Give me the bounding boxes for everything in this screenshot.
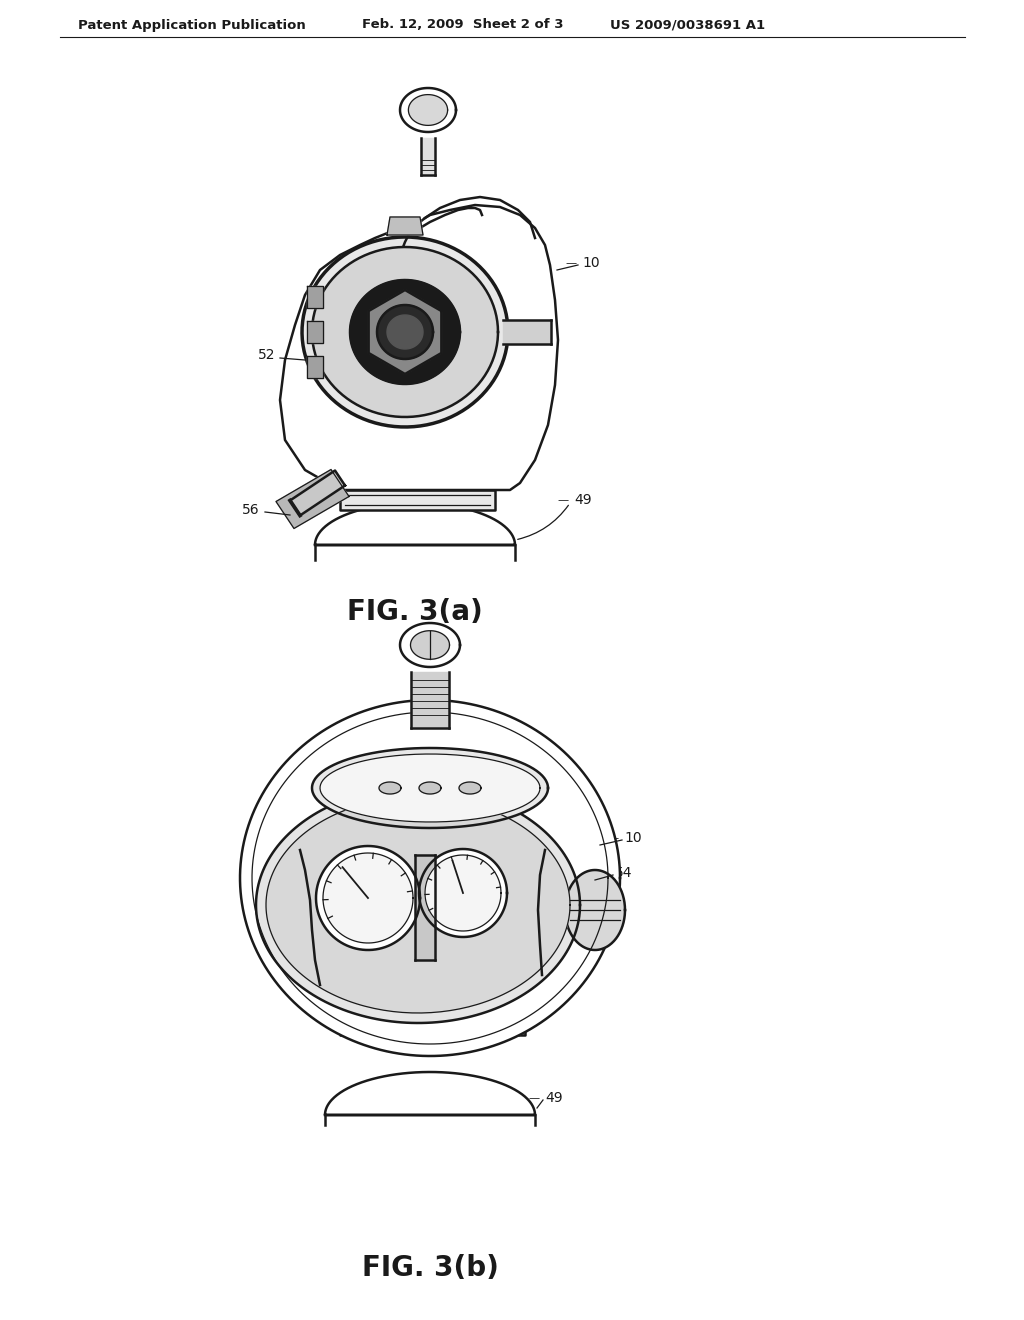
Polygon shape [325,1072,535,1115]
Text: FIG. 3(b): FIG. 3(b) [361,1254,499,1282]
Text: 49: 49 [574,492,592,507]
Polygon shape [503,319,551,345]
Polygon shape [350,280,460,384]
Polygon shape [240,700,620,1056]
Polygon shape [323,853,413,942]
Polygon shape [321,754,540,822]
Text: Feb. 12, 2009  Sheet 2 of 3: Feb. 12, 2009 Sheet 2 of 3 [362,18,563,32]
Polygon shape [312,748,548,828]
Polygon shape [415,855,435,960]
Polygon shape [411,631,450,659]
Text: 56: 56 [243,503,260,517]
Polygon shape [421,139,435,176]
Text: —: — [599,869,610,878]
Text: 52: 52 [257,348,275,362]
Polygon shape [290,470,345,516]
Text: 50: 50 [419,752,437,767]
Text: —: — [566,257,577,268]
Text: —: — [608,833,618,843]
Polygon shape [266,797,570,1012]
Polygon shape [459,781,481,795]
Text: —: — [558,495,569,506]
Text: —: — [475,1019,486,1030]
Text: 54: 54 [615,866,633,880]
Polygon shape [312,247,498,417]
Text: FIG. 3(a): FIG. 3(a) [347,598,483,626]
Polygon shape [400,88,456,132]
Polygon shape [340,1008,525,1035]
Polygon shape [256,787,580,1023]
Polygon shape [307,321,323,343]
Polygon shape [377,305,433,359]
Text: Patent Application Publication: Patent Application Publication [78,18,306,32]
Polygon shape [252,711,608,1044]
Polygon shape [419,781,441,795]
Text: US 2009/0038691 A1: US 2009/0038691 A1 [610,18,765,32]
Polygon shape [400,623,460,667]
Polygon shape [565,870,625,950]
Text: 56: 56 [490,1012,508,1027]
Polygon shape [276,470,349,528]
Polygon shape [387,216,423,235]
Polygon shape [307,356,323,378]
Polygon shape [280,205,558,490]
Polygon shape [316,846,420,950]
Polygon shape [340,490,495,510]
Polygon shape [315,503,515,545]
Text: 49: 49 [545,1092,562,1105]
Polygon shape [307,286,323,308]
Polygon shape [419,849,507,937]
Text: —: — [528,1093,540,1104]
Polygon shape [369,290,441,374]
Polygon shape [387,315,423,348]
Polygon shape [409,95,447,125]
Polygon shape [425,855,501,931]
Text: 10: 10 [582,256,600,271]
Polygon shape [302,238,508,426]
Polygon shape [411,672,449,729]
Text: 10: 10 [624,832,642,845]
Polygon shape [379,781,401,795]
